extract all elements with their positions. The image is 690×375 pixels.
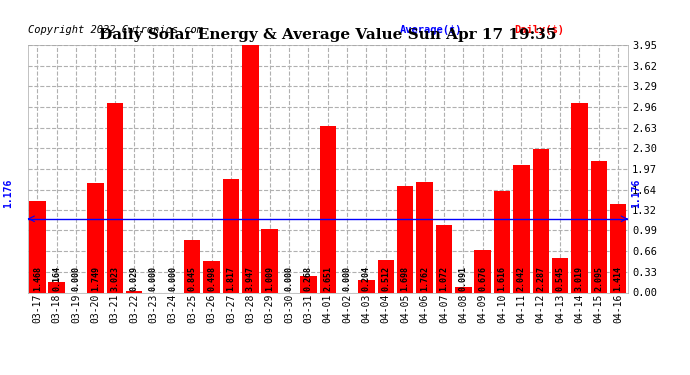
Text: 0.091: 0.091: [459, 266, 468, 291]
Text: 0.000: 0.000: [343, 266, 352, 291]
Text: 2.287: 2.287: [536, 266, 545, 291]
Bar: [106, 103, 123, 292]
Bar: [184, 240, 200, 292]
Bar: [204, 261, 220, 292]
Text: Average($): Average($): [400, 25, 462, 35]
Text: 1.176: 1.176: [3, 178, 13, 208]
Text: 0.000: 0.000: [72, 266, 81, 291]
Bar: [397, 186, 413, 292]
Text: 2.042: 2.042: [517, 266, 526, 291]
Text: 0.498: 0.498: [207, 266, 216, 291]
Bar: [377, 260, 394, 292]
Text: 1.468: 1.468: [33, 266, 42, 291]
Bar: [223, 178, 239, 292]
Text: 1.749: 1.749: [91, 266, 100, 291]
Bar: [358, 280, 375, 292]
Text: 0.164: 0.164: [52, 266, 61, 291]
Bar: [262, 229, 278, 292]
Text: 2.651: 2.651: [323, 266, 333, 291]
Bar: [319, 126, 336, 292]
Text: 1.414: 1.414: [613, 266, 622, 291]
Bar: [29, 201, 46, 292]
Text: 1.176: 1.176: [631, 178, 641, 208]
Bar: [435, 225, 452, 292]
Text: 3.023: 3.023: [110, 266, 119, 291]
Bar: [48, 282, 65, 292]
Bar: [494, 191, 511, 292]
Text: 3.019: 3.019: [575, 266, 584, 291]
Bar: [300, 276, 317, 292]
Bar: [610, 204, 627, 292]
Text: 0.000: 0.000: [149, 266, 158, 291]
Bar: [591, 161, 607, 292]
Text: 0.029: 0.029: [130, 266, 139, 291]
Text: 3.947: 3.947: [246, 266, 255, 291]
Bar: [513, 165, 530, 292]
Text: 0.545: 0.545: [555, 266, 564, 291]
Bar: [533, 149, 549, 292]
Text: 1.698: 1.698: [401, 266, 410, 291]
Text: 2.095: 2.095: [594, 266, 603, 291]
Text: 1.009: 1.009: [265, 266, 274, 291]
Text: 0.000: 0.000: [168, 266, 177, 291]
Bar: [416, 182, 433, 292]
Text: 1.762: 1.762: [420, 266, 429, 291]
Bar: [455, 287, 471, 292]
Bar: [552, 258, 569, 292]
Text: 0.000: 0.000: [284, 266, 293, 291]
Text: 0.845: 0.845: [188, 266, 197, 291]
Text: 0.268: 0.268: [304, 266, 313, 291]
Bar: [571, 104, 588, 292]
Text: 1.817: 1.817: [226, 266, 235, 291]
Text: 0.676: 0.676: [478, 266, 487, 291]
Text: Daily($): Daily($): [514, 25, 564, 35]
Text: 1.616: 1.616: [497, 266, 506, 291]
Text: 0.512: 0.512: [382, 266, 391, 291]
Text: 1.072: 1.072: [440, 266, 449, 291]
Text: 0.204: 0.204: [362, 266, 371, 291]
Bar: [126, 291, 142, 292]
Bar: [87, 183, 104, 292]
Text: Copyright 2022 Cwtronics.com: Copyright 2022 Cwtronics.com: [28, 25, 203, 35]
Bar: [475, 250, 491, 292]
Title: Daily Solar Energy & Average Value Sun Apr 17 19:35: Daily Solar Energy & Average Value Sun A…: [99, 28, 556, 42]
Bar: [242, 45, 259, 292]
